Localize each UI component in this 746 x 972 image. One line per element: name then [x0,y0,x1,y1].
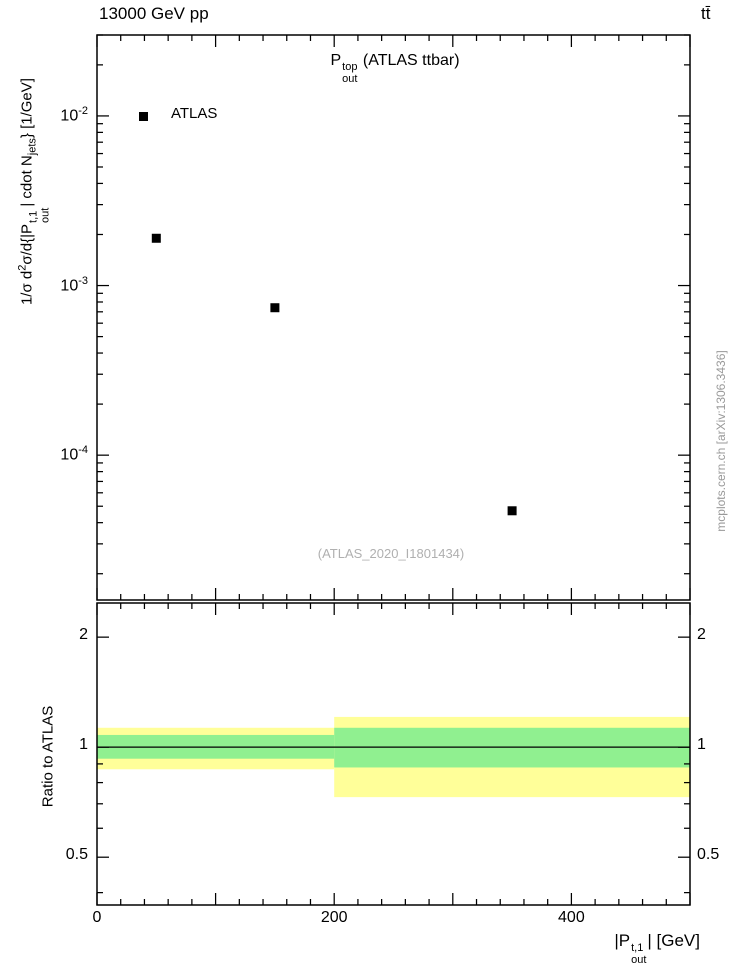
main-frame [96,34,691,601]
ratio-frame [96,602,691,906]
x-axis-label: |P t,1 out | [GeV] [555,931,700,966]
y-label-p2: σ/d{|P [18,223,36,265]
x-axis-tick-label: 400 [558,909,585,926]
panel-title-scripts: top out [342,61,358,85]
y-label-scripts: t,1 out [27,207,51,223]
panel-title-base: P [330,52,342,69]
ratio-tick-label-right: 1 [697,736,706,754]
panel-title-sup: top [342,61,358,73]
x-label-scripts: t,1 out [631,942,647,966]
y-axis-tick-label: 10-3 [60,274,88,294]
data-point [151,233,161,243]
ratio-tick-label-left: 1 [79,736,88,754]
y-label-sup2: t,1 [27,210,40,223]
x-axis-tick-label: 0 [92,909,102,926]
y-label-p4: } [1/GeV] [18,78,36,139]
side-note: mcplots.cern.ch [arXiv:1306.3436] [714,350,728,532]
panel-title-sub: out [342,72,358,85]
process-title: tt̄ [701,4,711,23]
y-label-sub3: jets [26,138,39,156]
x-axis-tick-label: 200 [320,909,348,926]
ratio-tick-label-right: 0.5 [697,846,720,864]
y-axis-tick-label: 10-2 [60,104,88,125]
y-axis-tick-label: 10-4 [60,444,88,464]
x-label-p1: |P [614,931,631,950]
y-label-p3: | cdot N [18,155,36,207]
ratio-tick-label-left: 0.5 [65,846,88,864]
ratio-tick-label-right: 2 [697,626,706,644]
y-axis-label-ratio: Ratio to ATLAS [39,705,57,808]
y-axis-label-main: 1/σ d2σ/d{|P t,1 out | cdot Njets} [1/GeV] [16,0,51,392]
x-label-sup: t,1 [631,942,644,954]
data-point [270,303,280,313]
data-point [507,506,517,516]
panel-title-suffix: (ATLAS ttbar) [358,52,460,69]
y-label-sup1: 2 [16,264,29,271]
watermark: (ATLAS_2020_I1801434) [317,546,465,561]
beam-energy-title: 13000 GeV pp [99,4,209,23]
y-label-p1: 1/σ d [18,270,36,306]
legend-label: ATLAS [171,105,218,122]
legend-marker-square-icon [139,112,148,121]
y-label-sub2: out [39,207,51,223]
x-label-p2: | [GeV] [647,931,700,950]
ratio-tick-label-left: 2 [79,626,88,644]
x-label-sub: out [631,953,647,966]
